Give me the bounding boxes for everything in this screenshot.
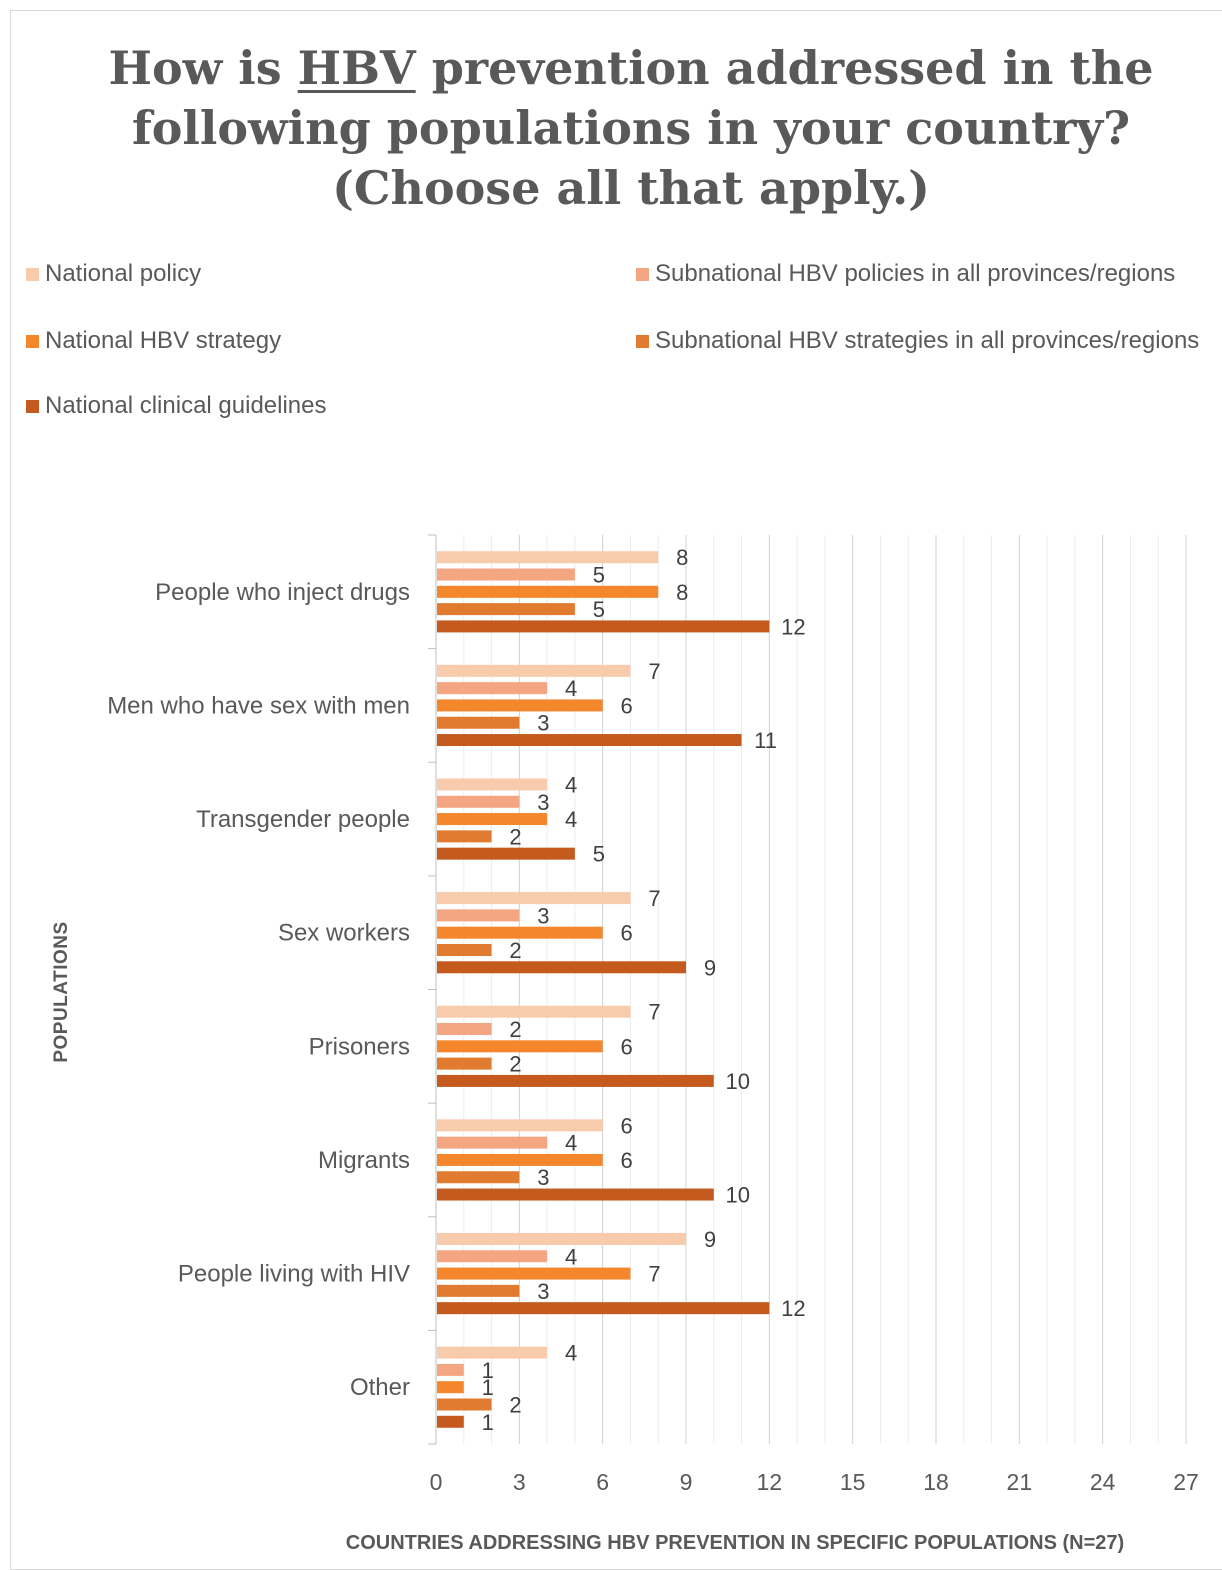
bar	[437, 778, 547, 790]
data-label: 2	[509, 1052, 521, 1077]
data-label: 3	[537, 903, 549, 928]
bar	[437, 1023, 492, 1035]
data-label: 3	[537, 1279, 549, 1304]
data-label: 6	[621, 1148, 633, 1173]
bar	[437, 1347, 547, 1359]
data-label: 7	[648, 886, 660, 911]
category-label: People living with HIV	[178, 1261, 410, 1288]
data-label: 9	[704, 1227, 716, 1252]
category-label: Prisoners	[309, 1033, 410, 1060]
data-label: 7	[648, 1262, 660, 1287]
data-label: 5	[593, 563, 605, 588]
data-label: 4	[565, 1244, 577, 1269]
x-tick-label: 6	[596, 1469, 609, 1495]
data-label: 4	[565, 676, 577, 701]
bar	[437, 927, 603, 939]
data-label: 1	[482, 1410, 494, 1435]
x-tick-label: 18	[923, 1469, 949, 1495]
bar	[437, 1233, 686, 1245]
data-label: 6	[621, 1113, 633, 1138]
bar	[437, 961, 686, 973]
bar	[437, 1398, 492, 1410]
bar	[437, 813, 547, 825]
data-label: 10	[726, 1183, 750, 1208]
data-label: 6	[621, 1034, 633, 1059]
bar	[437, 848, 575, 860]
category-label: Transgender people	[196, 806, 410, 833]
data-label: 4	[565, 772, 577, 797]
bar	[437, 1364, 464, 1376]
data-label: 2	[509, 938, 521, 963]
bar	[437, 1189, 714, 1201]
bar	[437, 1285, 519, 1297]
x-tick-label: 27	[1173, 1469, 1199, 1495]
data-label: 4	[565, 1341, 577, 1366]
bar	[437, 1171, 519, 1183]
x-tick-label: 12	[757, 1469, 783, 1495]
data-label: 4	[565, 807, 577, 832]
bar	[437, 830, 492, 842]
x-tick-label: 15	[840, 1469, 866, 1495]
bar	[437, 717, 519, 729]
data-label: 10	[726, 1069, 750, 1094]
bar	[437, 1381, 464, 1393]
data-label: 3	[537, 1165, 549, 1190]
data-label: 3	[537, 790, 549, 815]
bar	[437, 603, 575, 615]
bar	[437, 1268, 630, 1280]
category-label: Other	[350, 1374, 410, 1401]
bar	[437, 699, 603, 711]
category-label: People who inject drugs	[155, 579, 410, 606]
bar	[437, 1119, 603, 1131]
data-label: 5	[593, 842, 605, 867]
x-tick-label: 24	[1090, 1469, 1116, 1495]
data-label: 6	[621, 921, 633, 946]
data-label: 9	[704, 955, 716, 980]
bar	[437, 909, 519, 921]
data-label: 7	[648, 1000, 660, 1025]
data-label: 11	[754, 728, 777, 753]
data-label: 2	[509, 1017, 521, 1042]
bar	[437, 1058, 492, 1070]
bar	[437, 1302, 769, 1314]
bar	[437, 620, 769, 632]
data-label: 5	[593, 597, 605, 622]
data-label: 6	[621, 693, 633, 718]
bar	[437, 1416, 464, 1428]
data-label: 3	[537, 711, 549, 736]
bar	[437, 682, 547, 694]
x-tick-label: 9	[680, 1469, 693, 1495]
bar	[437, 1250, 547, 1262]
data-label: 8	[676, 580, 688, 605]
bar	[437, 569, 575, 581]
bar	[437, 1006, 630, 1018]
category-label: Migrants	[318, 1147, 410, 1174]
bar	[437, 892, 630, 904]
category-label: Men who have sex with men	[107, 692, 410, 719]
bar	[437, 1137, 547, 1149]
data-label: 2	[509, 1392, 521, 1417]
x-tick-label: 0	[430, 1469, 443, 1495]
data-label: 12	[781, 1296, 805, 1321]
bar	[437, 944, 492, 956]
bar	[437, 551, 658, 563]
x-tick-label: 3	[513, 1469, 526, 1495]
data-label: 12	[781, 614, 805, 639]
data-label: 7	[648, 659, 660, 684]
data-label: 2	[509, 824, 521, 849]
bar	[437, 796, 519, 808]
bar	[437, 1075, 714, 1087]
bar	[437, 665, 630, 677]
bar	[437, 586, 658, 598]
data-label: 4	[565, 1131, 577, 1156]
data-label: 1	[482, 1375, 494, 1400]
x-tick-label: 21	[1007, 1469, 1033, 1495]
bar	[437, 1040, 603, 1052]
data-label: 8	[676, 545, 688, 570]
bar	[437, 734, 742, 746]
bar	[437, 1154, 603, 1166]
category-label: Sex workers	[278, 920, 410, 947]
